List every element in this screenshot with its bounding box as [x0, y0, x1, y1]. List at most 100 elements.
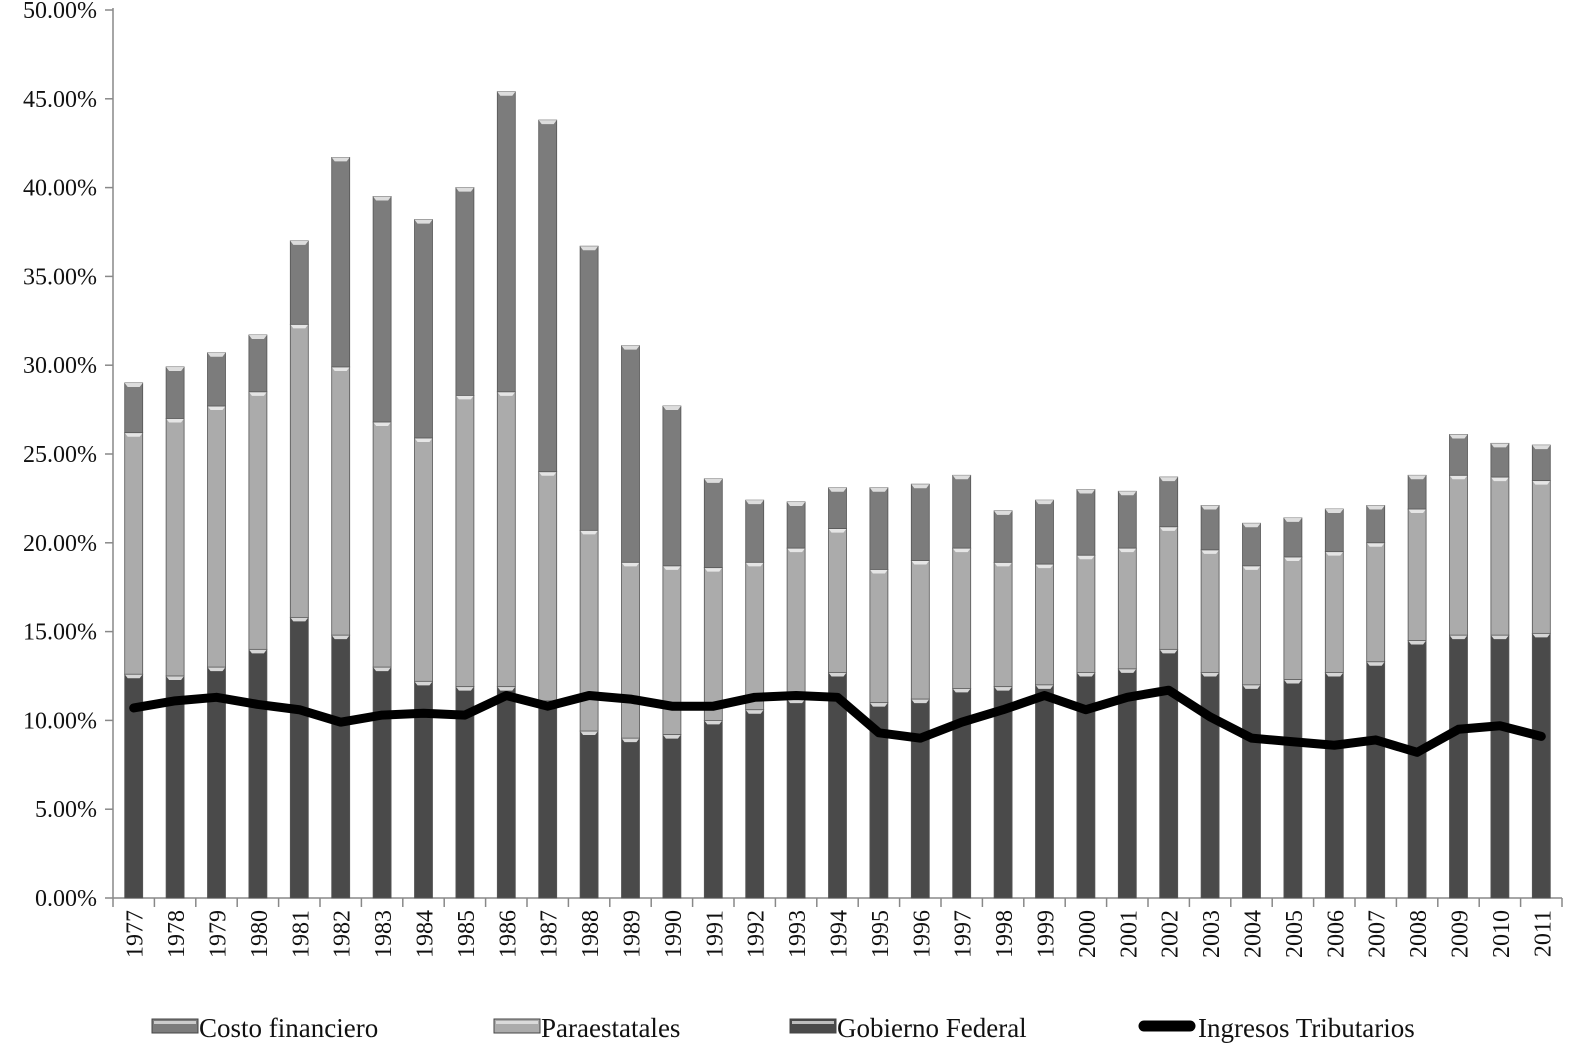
bar-cap-gobierno-federal: [745, 709, 764, 714]
x-axis: 1977 1978 1979 1980 1981 1982 1983 1984 1985 1986…: [112, 897, 1563, 958]
bar-costo-financiero: [1159, 476, 1179, 528]
bar-cap-costo-financiero: [1242, 523, 1261, 528]
legend-label: Paraestatales: [541, 1013, 680, 1043]
bar-cap-paraestatales: [538, 471, 557, 476]
bars-layer: [124, 91, 1551, 899]
bar-costo-financiero: [496, 91, 516, 393]
x-tick-label: 1994: [827, 910, 853, 958]
bar-cap-gobierno-federal: [331, 635, 350, 640]
bar-cap-paraestatales: [1035, 564, 1054, 569]
bar-cap-gobierno-federal: [414, 681, 433, 686]
bar-cap-costo-financiero: [1408, 475, 1427, 480]
bar-cap-gobierno-federal: [1201, 672, 1220, 677]
bar-costo-financiero: [1366, 505, 1386, 544]
bar-costo-financiero: [703, 478, 723, 569]
bar-cap-costo-financiero: [207, 352, 226, 357]
x-tick-label: 1990: [661, 910, 687, 958]
x-tick-label: 1985: [454, 910, 480, 958]
bar-paraestatales: [621, 561, 640, 739]
bar-costo-financiero: [1490, 442, 1510, 478]
legend-swatch-highlight: [792, 1021, 834, 1024]
y-axis: 0.00% 5.00% 10.00% 15.00% 20.00% 25.00% 30.00%…: [23, 0, 114, 912]
bar-cap-gobierno-federal: [828, 672, 847, 677]
bar-cap-paraestatales: [1366, 542, 1385, 547]
bar-cap-costo-financiero: [414, 219, 433, 224]
bar-paraestatales: [993, 561, 1013, 688]
bar-cap-paraestatales: [1242, 565, 1261, 570]
x-tick-label: 2003: [1199, 910, 1225, 958]
bar-cap-paraestatales: [952, 548, 971, 553]
bar-cap-costo-financiero: [1201, 505, 1220, 510]
x-tick-label: 1987: [537, 910, 563, 958]
bar-gobierno-federal: [538, 700, 558, 899]
bar-costo-financiero: [1076, 489, 1096, 556]
bar-costo-financiero: [910, 483, 930, 561]
bar-gobierno-federal: [910, 698, 930, 899]
bar-cap-paraestatales: [455, 395, 474, 400]
bar-cap-costo-financiero: [1159, 477, 1178, 482]
bar-cap-paraestatales: [248, 391, 267, 396]
bar-gobierno-federal: [289, 616, 309, 899]
bar-cap-gobierno-federal: [1532, 633, 1551, 638]
y-tick-label: 40.00%: [23, 176, 97, 202]
x-tick-label: 1984: [413, 910, 439, 958]
x-tick-label: 1980: [247, 910, 273, 958]
x-tick-label: 2011: [1530, 910, 1556, 957]
bar-gobierno-federal: [1283, 679, 1303, 899]
bar-gobierno-federal: [1035, 684, 1054, 899]
bar-cap-paraestatales: [1532, 480, 1551, 485]
bar-costo-financiero: [662, 405, 682, 567]
bar-cap-gobierno-federal: [1490, 635, 1509, 640]
bar-paraestatales: [786, 547, 806, 700]
bar-paraestatales: [1159, 526, 1179, 650]
bar-cap-gobierno-federal: [1449, 635, 1468, 640]
line-ingresos-tributarios: [129, 685, 1546, 757]
bar-cap-paraestatales: [207, 406, 226, 411]
bar-cap-paraestatales: [1201, 549, 1220, 554]
y-tick-label: 10.00%: [23, 708, 97, 734]
bar-cap-costo-financiero: [1490, 443, 1509, 448]
bar-costo-financiero: [538, 119, 558, 473]
bar-cap-costo-financiero: [497, 91, 516, 96]
bar-cap-costo-financiero: [994, 510, 1013, 515]
bar-cap-costo-financiero: [1366, 505, 1385, 510]
bar-paraestatales: [1283, 556, 1303, 680]
bar-gobierno-federal: [496, 686, 516, 899]
bar-gobierno-federal: [662, 734, 682, 899]
legend-swatch-highlight: [496, 1021, 538, 1024]
bar-cap-paraestatales: [290, 324, 309, 329]
bar-cap-paraestatales: [704, 567, 723, 572]
x-tick-label: 2005: [1282, 910, 1308, 958]
legend-swatch-highlight: [154, 1021, 196, 1024]
x-tick-label: 1978: [164, 910, 190, 958]
bar-cap-costo-financiero: [828, 487, 847, 492]
bar-paraestatales: [207, 405, 226, 668]
x-tick-label: 1997: [951, 910, 977, 958]
bar-paraestatales: [1490, 476, 1510, 636]
x-tick-label: 1998: [992, 910, 1018, 958]
bar-paraestatales: [1076, 554, 1096, 673]
bar-paraestatales: [1324, 551, 1344, 673]
bar-costo-financiero: [579, 245, 599, 531]
bar-costo-financiero: [786, 501, 806, 549]
bar-cap-costo-financiero: [1076, 489, 1095, 494]
legend-label: Costo financiero: [199, 1013, 378, 1043]
bar-gobierno-federal: [786, 698, 806, 899]
bar-gobierno-federal: [1200, 672, 1220, 899]
bar-cap-paraestatales: [745, 562, 764, 567]
bar-cap-costo-financiero: [1532, 445, 1551, 450]
bar-cap-paraestatales: [331, 366, 350, 371]
bar-costo-financiero: [869, 487, 889, 570]
bar-gobierno-federal: [331, 634, 351, 899]
bar-costo-financiero: [1242, 522, 1261, 567]
bar-costo-financiero: [1035, 499, 1054, 565]
bar-cap-gobierno-federal: [290, 617, 309, 622]
bar-costo-financiero: [455, 187, 475, 396]
bar-cap-gobierno-federal: [580, 731, 599, 736]
bar-paraestatales: [496, 391, 516, 688]
bar-cap-costo-financiero: [745, 500, 764, 505]
bar-cap-paraestatales: [580, 530, 599, 535]
bar-paraestatales: [414, 437, 433, 682]
bar-cap-costo-financiero: [1035, 500, 1054, 505]
